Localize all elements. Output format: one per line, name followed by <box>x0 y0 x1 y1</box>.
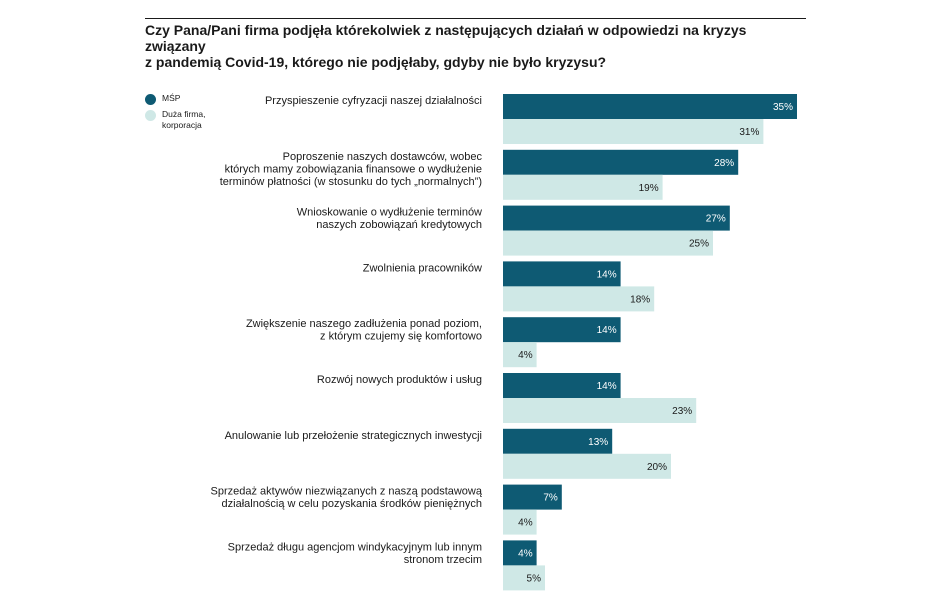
data-label-msp: 35% <box>773 102 793 113</box>
bar-large <box>503 453 671 479</box>
data-label-msp: 7% <box>543 493 558 504</box>
data-label-large: 19% <box>639 183 659 194</box>
category-label: Rozwój nowych produktów i usług <box>317 374 482 386</box>
legend-label-large-line-2: korporacja <box>162 120 202 130</box>
legend-item-msp: MŚP <box>145 93 232 105</box>
data-label-msp: 13% <box>588 437 608 448</box>
bar-large <box>503 286 655 312</box>
data-label-large: 4% <box>518 518 533 529</box>
category-label: Wnioskowanie o wydłużenie terminów <box>297 207 482 219</box>
legend-item-large: Duża firma, korporacja <box>145 109 232 131</box>
data-label-large: 18% <box>630 294 650 305</box>
top-rule <box>145 18 806 19</box>
category-label: działalnością w celu pozyskania środków … <box>222 498 482 510</box>
category-label: naszych zobowiązań kredytowych <box>316 219 482 231</box>
category-label: z którym czujemy się komfortowo <box>320 331 482 343</box>
bar-large <box>503 398 697 423</box>
bar-large <box>503 174 663 200</box>
category-label: terminów płatności (w stosunku do tych „… <box>220 176 482 188</box>
bar-large <box>503 119 764 144</box>
data-label-msp: 27% <box>706 214 726 225</box>
bar-msp <box>503 484 562 510</box>
bar-msp <box>503 317 621 343</box>
data-label-msp: 28% <box>714 158 734 169</box>
bar-msp <box>503 540 537 566</box>
legend-label-large-line-1: Duża firma, <box>162 109 206 119</box>
data-label-msp: 4% <box>518 548 533 559</box>
category-label: Sprzedaż aktywów niezwiązanych z naszą p… <box>211 486 483 498</box>
category-label: Sprzedaż długu agencjom windykacyjnym lu… <box>228 541 482 553</box>
chart-title-line-1: Czy Pana/Pani firma podjęła którekolwiek… <box>145 22 747 54</box>
bar-msp <box>503 149 739 175</box>
data-label-large: 5% <box>527 573 542 584</box>
bar-large <box>503 342 537 368</box>
data-label-msp: 14% <box>597 269 617 280</box>
bar-large <box>503 565 545 591</box>
category-label: których mamy zobowiązania finansowe o wy… <box>225 163 482 175</box>
legend-swatch-msp <box>145 94 156 105</box>
bar-large <box>503 509 537 535</box>
data-label-large: 20% <box>647 462 667 473</box>
bar-msp <box>503 428 613 454</box>
category-label: Zwiększenie naszego zadłużenia ponad poz… <box>246 318 482 330</box>
data-label-large: 4% <box>518 350 533 361</box>
chart-title: Czy Pana/Pani firma podjęła którekolwiek… <box>145 22 805 70</box>
bar-msp <box>503 94 797 119</box>
category-label: Przyspieszenie cyfryzacji naszej działal… <box>265 95 482 107</box>
legend-label-msp: MŚP <box>162 93 181 103</box>
bar-msp <box>503 373 621 398</box>
bar-msp <box>503 261 621 287</box>
category-label: stronom trzecim <box>404 554 482 566</box>
legend-label-large: Duża firma, korporacja <box>162 109 232 131</box>
category-label: Poproszenie naszych dostawców, wobec <box>283 151 483 163</box>
category-label: Anulowanie lub przełożenie strategicznyc… <box>225 430 482 442</box>
legend: MŚP Duża firma, korporacja <box>145 93 232 135</box>
data-label-large: 31% <box>739 127 759 138</box>
bar-msp <box>503 205 730 231</box>
bar-large <box>503 230 713 256</box>
category-label: Zwolnienia pracowników <box>363 262 482 274</box>
data-label-large: 23% <box>672 406 692 417</box>
data-label-msp: 14% <box>597 325 617 336</box>
data-label-msp: 14% <box>597 381 617 392</box>
chart-title-line-2: z pandemią Covid-19, którego nie podjęła… <box>145 54 607 70</box>
legend-swatch-large <box>145 110 156 121</box>
data-label-large: 25% <box>689 239 709 250</box>
